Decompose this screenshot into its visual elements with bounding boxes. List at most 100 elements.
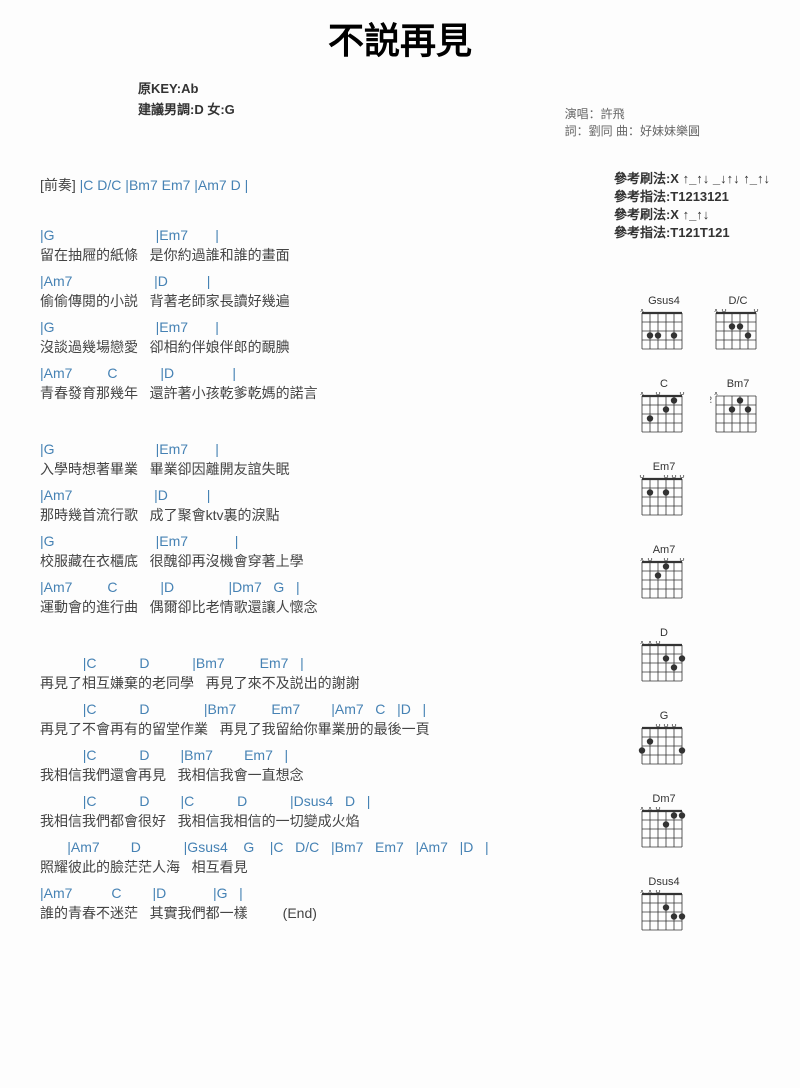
chord-diagram: Dm7 xx — [636, 793, 692, 851]
chord-name: Dm7 — [636, 793, 692, 805]
diagram-row: Dsus4 xx — [636, 876, 776, 934]
lyric-row: 誰的青春不迷茫 其實我們都一樣 (End) — [40, 903, 620, 923]
diagram-row: Dm7 xx — [636, 793, 776, 851]
section-spacer — [40, 623, 620, 647]
diagram-row: G — [636, 710, 776, 768]
chord-diagram: Cx — [636, 378, 692, 436]
chord-row: |C D |Bm7 Em7 |Am7 C |D | — [40, 699, 620, 719]
diagram-row: Dxx — [636, 627, 776, 685]
svg-text:x: x — [648, 890, 652, 895]
ref-row-1: 參考刷法:X ↑_↑↓ _↓↑↓ ↑_↑↓ — [614, 170, 770, 188]
lyric-line: |C D |Bm7 Em7 |再見了相互嫌棄的老同學 再見了來不及説出的謝謝 — [40, 653, 620, 693]
lyric-line: |C D |C D |Dsus4 D |我相信我們都會很好 我相信我相信的一切變… — [40, 791, 620, 831]
chord-row: |Am7 C |D | — [40, 363, 620, 383]
svg-text:x: x — [648, 807, 652, 812]
meta-right: 演唱：許飛 詞：劉同 曲：好妹妹樂圓 — [565, 105, 700, 139]
lyric-row: 我相信我們還會再見 我相信我會一直想念 — [40, 765, 620, 785]
ref-row-2: 參考指法:T1213121 — [614, 188, 770, 206]
lyric-line: |G |Em7 |入學時想著畢業 畢業卻因離開友誼失眠 — [40, 439, 620, 479]
song-title: 不説再見 — [0, 12, 800, 64]
chord-name: G — [636, 710, 692, 722]
chord-row: |Am7 |D | — [40, 485, 620, 505]
chord-row: |C D |C D |Dsus4 D | — [40, 791, 620, 811]
svg-text:x: x — [648, 641, 652, 646]
chord-name: Am7 — [636, 544, 692, 556]
lyric-row: 再見了相互嫌棄的老同學 再見了來不及説出的謝謝 — [40, 673, 620, 693]
lyric-row: 校服藏在衣櫃底 很醜卻再沒機會穿著上學 — [40, 551, 620, 571]
lyric-line: |Am7 C |D |G |誰的青春不迷茫 其實我們都一樣 (End) — [40, 883, 620, 923]
chord-row: |G |Em7 | — [40, 439, 620, 459]
meta-left: 原KEY:Ab 建議男調:D 女:G — [138, 78, 235, 120]
chord-row: |Am7 C |D |G | — [40, 883, 620, 903]
chord-row: |Am7 |D | — [40, 271, 620, 291]
original-key: 原KEY:Ab — [138, 78, 235, 97]
lyric-line: |Am7 C |D |青春發育那幾年 還許著小孩乾爹乾媽的諾言 — [40, 363, 620, 403]
chord-name: Dsus4 — [636, 876, 692, 888]
lyric-row: 偷偷傳閱的小説 背著老師家長讀好幾遍 — [40, 291, 620, 311]
svg-text:x: x — [640, 392, 644, 397]
lyric-line: |Am7 D |Gsus4 G |C D/C |Bm7 Em7 |Am7 |D … — [40, 837, 620, 877]
chord-diagram: G — [636, 710, 692, 768]
chord-diagram: Dsus4 xx — [636, 876, 692, 934]
lyric-row: 沒談過幾場戀愛 卻相約伴娘伴郎的靦腆 — [40, 337, 620, 357]
lyric-line: |C D |Bm7 Em7 |我相信我們還會再見 我相信我會一直想念 — [40, 745, 620, 785]
chord-diagram: Gsus4 x — [636, 295, 692, 353]
diagram-row: Em7 — [636, 461, 776, 519]
intro-chords: |C D/C |Bm7 Em7 |Am7 D | — [76, 177, 248, 193]
chord-diagram: Bm7 2x — [710, 378, 766, 436]
strum-reference: 參考刷法:X ↑_↑↓ _↓↑↓ ↑_↑↓ 參考指法:T1213121 參考刷法… — [614, 170, 770, 242]
chord-diagram: D/C x — [710, 295, 766, 353]
lyric-line: |C D |Bm7 Em7 |Am7 C |D |再見了不會再有的留堂作業 再見… — [40, 699, 620, 739]
lyric-line: |Am7 |D |那時幾首流行歌 成了聚會ktv裏的淚點 — [40, 485, 620, 525]
chord-row: |G |Em7 | — [40, 531, 620, 551]
lyric-row: 入學時想著畢業 畢業卻因離開友誼失眠 — [40, 459, 620, 479]
svg-text:x: x — [714, 309, 718, 314]
chord-name: Em7 — [636, 461, 692, 473]
chord-name: C — [636, 378, 692, 390]
section-spacer — [40, 409, 620, 433]
svg-text:x: x — [640, 558, 644, 563]
credits: 詞：劉同 曲：好妹妹樂圓 — [565, 122, 700, 139]
lyric-row: 青春發育那幾年 還許著小孩乾爹乾媽的諾言 — [40, 383, 620, 403]
singer: 演唱：許飛 — [565, 105, 700, 122]
svg-text:2: 2 — [710, 395, 713, 404]
lyric-row: 那時幾首流行歌 成了聚會ktv裏的淚點 — [40, 505, 620, 525]
lyrics-content: [前奏] |C D/C |Bm7 Em7 |Am7 D | |G |Em7 |留… — [40, 175, 620, 929]
diagram-row: CxBm72x — [636, 378, 776, 436]
chord-row: |C D |Bm7 Em7 | — [40, 653, 620, 673]
chord-name: D/C — [710, 295, 766, 307]
svg-text:x: x — [714, 392, 718, 397]
lyric-line: |Am7 C |D |Dm7 G |運動會的進行曲 偶爾卻比老情歌還讓人懷念 — [40, 577, 620, 617]
svg-text:x: x — [640, 309, 644, 314]
svg-text:x: x — [640, 890, 644, 895]
lyric-row: 運動會的進行曲 偶爾卻比老情歌還讓人懷念 — [40, 597, 620, 617]
lyric-line: |G |Em7 |留在抽屜的紙條 是你約過誰和誰的畫面 — [40, 225, 620, 265]
suggested-key: 建議男調:D 女:G — [138, 99, 235, 118]
svg-text:x: x — [640, 641, 644, 646]
chord-row: |Am7 C |D |Dm7 G | — [40, 577, 620, 597]
diagram-row: Gsus4 x D/C x — [636, 295, 776, 353]
lyric-line: |G |Em7 |校服藏在衣櫃底 很醜卻再沒機會穿著上學 — [40, 531, 620, 571]
ref-row-3: 參考刷法:X ↑_↑↓ — [614, 206, 770, 224]
chord-row: |Am7 D |Gsus4 G |C D/C |Bm7 Em7 |Am7 |D … — [40, 837, 620, 857]
lyric-line: |Am7 |D |偷偷傳閱的小説 背著老師家長讀好幾遍 — [40, 271, 620, 311]
ref-row-4: 參考指法:T121T121 — [614, 224, 770, 242]
chord-diagram: Em7 — [636, 461, 692, 519]
lyric-row: 留在抽屜的紙條 是你約過誰和誰的畫面 — [40, 245, 620, 265]
diagram-row: Am7 x — [636, 544, 776, 602]
intro-line: [前奏] |C D/C |Bm7 Em7 |Am7 D | — [40, 175, 620, 195]
chord-name: D — [636, 627, 692, 639]
lyric-row: 照耀彼此的臉茫茫人海 相互看見 — [40, 857, 620, 877]
chord-row: |C D |Bm7 Em7 | — [40, 745, 620, 765]
chord-name: Bm7 — [710, 378, 766, 390]
chord-diagram: Dxx — [636, 627, 692, 685]
lyric-row: 我相信我們都會很好 我相信我相信的一切變成火焰 — [40, 811, 620, 831]
chord-diagram: Am7 x — [636, 544, 692, 602]
lyric-line: |G |Em7 |沒談過幾場戀愛 卻相約伴娘伴郎的靦腆 — [40, 317, 620, 357]
intro-label: [前奏] — [40, 177, 76, 193]
chord-name: Gsus4 — [636, 295, 692, 307]
chord-row: |G |Em7 | — [40, 317, 620, 337]
lyric-row: 再見了不會再有的留堂作業 再見了我留給你畢業册的最後一頁 — [40, 719, 620, 739]
svg-text:x: x — [640, 807, 644, 812]
chord-row: |G |Em7 | — [40, 225, 620, 245]
